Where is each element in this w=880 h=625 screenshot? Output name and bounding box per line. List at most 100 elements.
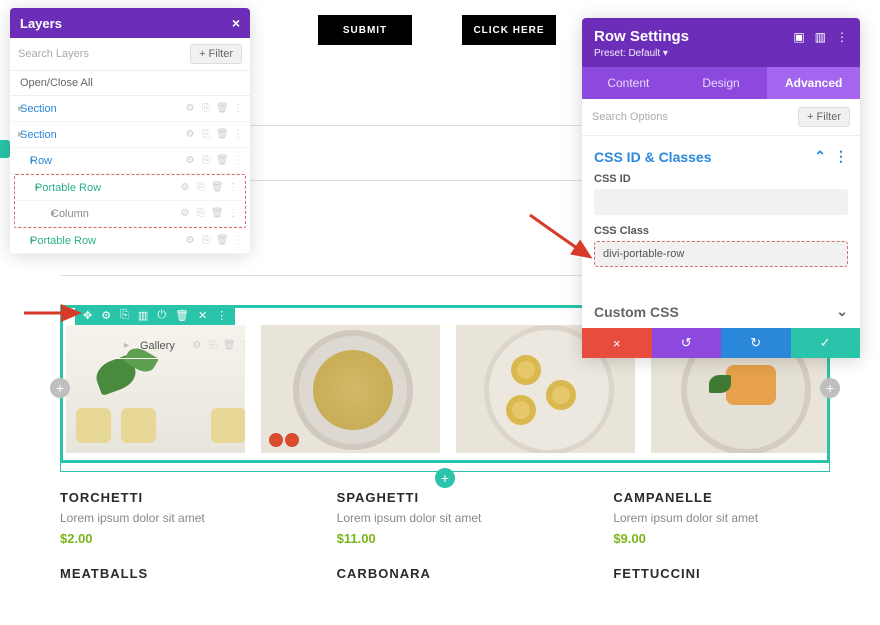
layer-row[interactable]: ▸Section⚙ ⎘ 🗑 ⋮ <box>10 122 250 148</box>
trash-icon[interactable]: 🗑 <box>211 208 223 219</box>
trash-icon[interactable]: 🗑 <box>211 182 223 193</box>
tab-design[interactable]: Design <box>675 67 768 99</box>
annotation-arrow <box>530 215 600 268</box>
duplicate-icon[interactable]: ⎘ <box>195 182 207 193</box>
layer-label: Section <box>20 103 184 115</box>
layers-filter-button[interactable]: + Filter <box>190 44 242 64</box>
trash-icon[interactable]: 🗑 <box>216 103 228 114</box>
more-icon[interactable]: ⋮ <box>227 182 239 193</box>
gear-icon[interactable]: ⚙ <box>184 103 196 114</box>
close-icon[interactable]: × <box>232 15 240 31</box>
chevron-icon[interactable]: ▸ <box>10 129 20 140</box>
input-css-class[interactable]: divi-portable-row <box>594 241 848 267</box>
layer-row[interactable]: ▸Section⚙ ⎘ 🗑 ⋮ <box>10 96 250 122</box>
layers-search-row: Search Layers + Filter <box>10 38 250 71</box>
toolbar-icon[interactable]: ▥ <box>138 309 148 322</box>
chevron-icon[interactable]: ▸ <box>10 103 20 114</box>
layers-panel: Layers × Search Layers + Filter Open/Clo… <box>10 8 250 254</box>
gear-icon[interactable]: ⚙ <box>184 235 196 246</box>
cancel-button[interactable]: × <box>582 328 652 358</box>
gear-icon[interactable]: ⚙ <box>179 182 191 193</box>
gear-icon[interactable]: ⚙ <box>179 208 191 219</box>
columns-icon[interactable]: ▥ <box>815 30 826 44</box>
menu-grid: TORCHETTILorem ipsum dolor sit amet$2.00… <box>60 490 850 581</box>
settings-search-placeholder[interactable]: Search Options <box>592 111 668 123</box>
chevron-icon[interactable]: ▸ <box>76 340 124 351</box>
section-more-icon[interactable]: ⋮ <box>834 148 848 165</box>
add-column-right-button[interactable]: + <box>820 378 840 398</box>
chevron-up-icon[interactable]: ⌃ <box>814 148 826 165</box>
duplicate-icon[interactable]: ⎘ <box>207 340 219 351</box>
layer-row[interactable]: ▸Gallery⚙⎘🗑⋮ <box>76 333 200 359</box>
menu-item-price: $11.00 <box>337 531 574 546</box>
menu-item-name: SPAGHETTI <box>337 490 574 505</box>
layer-label: Row <box>30 155 184 167</box>
more-icon[interactable]: ⋮ <box>232 155 244 166</box>
duplicate-icon[interactable]: ⎘ <box>200 103 212 114</box>
trash-icon[interactable]: 🗑 <box>216 129 228 140</box>
menu-item-name: FETTUCCINI <box>613 566 850 581</box>
gear-icon[interactable]: ⚙ <box>184 129 196 140</box>
add-row-button[interactable]: + <box>435 468 455 488</box>
menu-item-name: TORCHETTI <box>60 490 297 505</box>
duplicate-icon[interactable]: ⎘ <box>200 129 212 140</box>
menu-item: FETTUCCINI <box>613 566 850 581</box>
toolbar-icon[interactable]: ✕ <box>198 309 207 322</box>
layer-row[interactable]: ▸Column⚙ ⎘ 🗑 ⋮ <box>15 201 245 227</box>
toolbar-icon[interactable]: ⋮ <box>216 309 227 322</box>
chevron-icon[interactable]: ▸ <box>15 208 51 219</box>
label-css-id: CSS ID <box>582 173 860 189</box>
duplicate-icon[interactable]: ⎘ <box>200 235 212 246</box>
menu-item: TORCHETTILorem ipsum dolor sit amet$2.00 <box>60 490 297 546</box>
click-here-button[interactable]: CLICK HERE <box>462 15 556 45</box>
gear-icon[interactable]: ⚙ <box>184 155 196 166</box>
confirm-button[interactable]: ✓ <box>791 328 861 358</box>
trash-icon[interactable]: 🗑 <box>216 155 228 166</box>
layers-search-placeholder[interactable]: Search Layers <box>18 48 89 60</box>
more-icon[interactable]: ⋮ <box>239 340 251 351</box>
layer-row[interactable]: ▸Portable Row⚙⎘🗑⋮ <box>10 228 250 254</box>
toolbar-icon[interactable]: ⏻ <box>157 309 166 322</box>
toolbar-icon[interactable]: ⚙ <box>101 309 111 322</box>
layer-row[interactable]: ▸Row⚙ ⎘ 🗑 ⋮ <box>10 148 250 174</box>
more-icon[interactable]: ⋮ <box>227 208 239 219</box>
settings-filter-button[interactable]: + Filter <box>798 107 850 127</box>
more-icon[interactable]: ⋮ <box>232 235 244 246</box>
input-css-id[interactable] <box>594 189 848 215</box>
row-toolbar[interactable]: ✥⚙⎘▥⏻🗑✕⋮ <box>75 305 235 325</box>
open-close-all[interactable]: Open/Close All <box>10 71 250 96</box>
trash-icon[interactable]: 🗑 <box>216 235 228 246</box>
expand-icon[interactable]: ▣ <box>793 30 804 44</box>
section-css-id-classes[interactable]: CSS ID & Classes ⌃ ⋮ <box>582 136 860 173</box>
chevron-icon[interactable]: ▸ <box>15 182 35 193</box>
layer-row[interactable]: ▸Portable Row⚙⎘🗑⋮ <box>15 175 245 201</box>
gear-icon[interactable]: ⚙ <box>191 340 203 351</box>
toolbar-icon[interactable]: 🗑 <box>175 309 189 322</box>
redo-button[interactable]: ↻ <box>721 328 791 358</box>
layer-label: Section <box>20 129 184 141</box>
more-icon[interactable]: ⋮ <box>836 30 848 44</box>
duplicate-icon[interactable]: ⎘ <box>195 208 207 219</box>
add-column-left-button[interactable]: + <box>50 378 70 398</box>
more-icon[interactable]: ⋮ <box>232 129 244 140</box>
side-tab[interactable] <box>0 140 10 158</box>
undo-button[interactable]: ↺ <box>652 328 722 358</box>
annotation-arrow <box>24 303 89 326</box>
more-icon[interactable]: ⋮ <box>232 103 244 114</box>
toolbar-icon[interactable]: ⎘ <box>120 309 129 322</box>
chevron-down-icon[interactable]: ⌄ <box>836 303 848 320</box>
tab-content[interactable]: Content <box>582 67 675 99</box>
chevron-icon[interactable]: ▸ <box>10 235 30 246</box>
menu-item-name: CARBONARA <box>337 566 574 581</box>
menu-item-desc: Lorem ipsum dolor sit amet <box>337 511 574 525</box>
section-custom-css[interactable]: Custom CSS ⌄ <box>582 291 860 328</box>
tab-advanced[interactable]: Advanced <box>767 67 860 99</box>
menu-item: MEATBALLS <box>60 566 297 581</box>
trash-icon[interactable]: 🗑 <box>223 340 235 351</box>
settings-preset[interactable]: Preset: Default ▾ <box>594 48 848 59</box>
chevron-icon[interactable]: ▸ <box>10 155 30 166</box>
layers-title: Layers <box>20 16 62 31</box>
layer-label: Column <box>51 208 179 220</box>
duplicate-icon[interactable]: ⎘ <box>200 155 212 166</box>
submit-button[interactable]: SUBMIT <box>318 15 412 45</box>
